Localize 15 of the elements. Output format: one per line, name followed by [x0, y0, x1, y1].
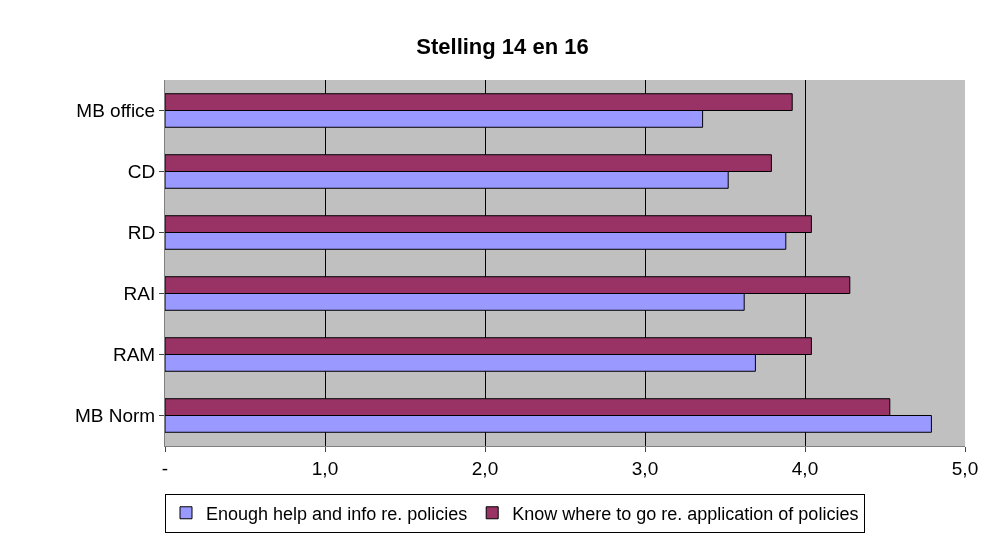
y-tick-label: MB office: [76, 100, 156, 122]
y-tick-label: RAI: [123, 283, 156, 305]
x-tick-label: 3,0: [631, 457, 659, 479]
y-tick-label: RAM: [112, 344, 156, 366]
x-tick-label: -: [161, 457, 169, 479]
y-tick-label: RD: [127, 222, 156, 244]
legend-label: Enough help and info re. policies: [206, 503, 468, 524]
x-tick-label: 1,0: [311, 457, 339, 479]
y-tick-label: MB Norm: [74, 405, 156, 427]
x-tick-label: 4,0: [791, 457, 819, 479]
x-tick-label: 5,0: [951, 457, 979, 479]
y-tick-label: CD: [127, 161, 156, 183]
chart-title: Stelling 14 en 16: [416, 33, 589, 59]
x-tick-label: 2,0: [471, 457, 499, 479]
legend-label: Know where to go re. application of policies: [512, 503, 859, 524]
